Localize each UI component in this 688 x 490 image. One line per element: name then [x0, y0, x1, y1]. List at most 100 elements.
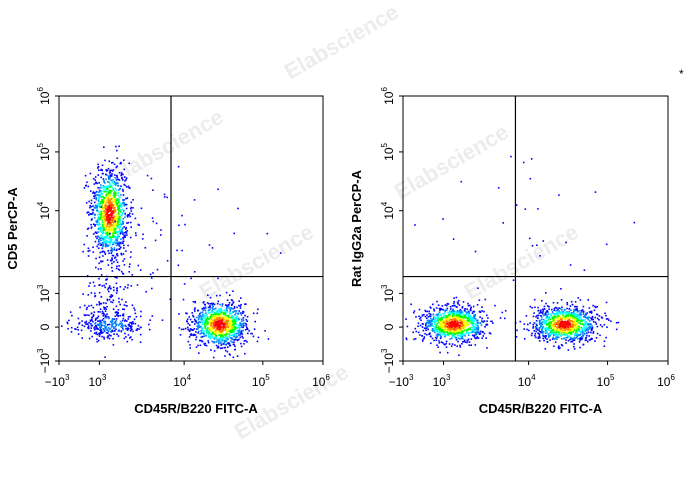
event-dot [607, 318, 609, 320]
event-dot [117, 219, 120, 221]
event-dot [227, 316, 230, 318]
event-dot [92, 177, 95, 180]
event-dot [504, 310, 507, 312]
event-dot [550, 323, 552, 326]
event-dot [548, 329, 551, 331]
event-dot [544, 322, 546, 325]
event-dot [197, 327, 199, 329]
event-dot [442, 326, 445, 328]
event-dot [97, 236, 100, 238]
event-dot [579, 338, 582, 340]
event-dot [565, 321, 567, 323]
event-dot [104, 206, 106, 208]
event-dot [98, 204, 101, 207]
event-dot [78, 322, 81, 324]
event-dot [222, 313, 225, 316]
event-dot [110, 169, 112, 172]
event-dot [105, 190, 107, 193]
event-dot [102, 317, 105, 320]
event-dot [125, 328, 127, 330]
event-dot [114, 240, 116, 243]
event-dot [218, 326, 221, 328]
event-dot [468, 312, 471, 314]
event-dot [439, 324, 441, 327]
event-dot [476, 319, 479, 322]
event-dot [576, 335, 579, 338]
event-dot [110, 301, 112, 303]
event-dot [92, 205, 94, 207]
event-dot [141, 238, 144, 240]
event-dot [88, 285, 90, 287]
event-dot [215, 338, 217, 340]
event-dot [231, 307, 233, 310]
event-dot [451, 314, 454, 317]
event-dot [201, 323, 204, 326]
x-tick-label-base: −10 [45, 375, 66, 389]
event-dot [109, 241, 111, 243]
event-dot [151, 315, 154, 317]
event-dot [566, 302, 568, 304]
event-dot [125, 226, 127, 229]
event-dot [458, 354, 460, 356]
event-dot [433, 329, 436, 332]
event-dot [471, 312, 474, 314]
event-dot [89, 319, 92, 322]
event-dot [217, 188, 219, 191]
event-dot [433, 310, 436, 312]
event-dot [105, 229, 107, 231]
event-dot [104, 208, 107, 210]
event-dot [95, 333, 98, 335]
event-dot [234, 322, 237, 325]
event-dot [220, 344, 223, 346]
y-tick-label: 104 [380, 201, 396, 219]
event-dot [129, 315, 131, 318]
event-dot [569, 330, 572, 332]
event-dot [220, 341, 222, 343]
event-dot [103, 199, 106, 202]
event-dot [227, 328, 230, 331]
event-dot [117, 198, 120, 200]
event-dot [405, 337, 408, 339]
event-dot [104, 314, 107, 317]
event-dot [549, 320, 552, 323]
event-dot [150, 177, 153, 180]
event-dot [582, 335, 584, 338]
event-dot [577, 328, 579, 330]
event-dot [437, 320, 439, 322]
event-dot [119, 209, 122, 211]
event-dot [468, 319, 471, 322]
event-dot [459, 311, 461, 314]
event-dot [433, 320, 436, 322]
event-dot [113, 227, 116, 230]
event-dot [94, 319, 97, 322]
event-dot [142, 233, 144, 236]
event-dot [113, 330, 116, 332]
event-dot [186, 326, 189, 329]
event-dot [112, 161, 114, 164]
event-dot [79, 306, 81, 309]
event-dot [487, 317, 489, 319]
event-dot [219, 322, 221, 325]
event-dot [107, 332, 109, 335]
event-dot [97, 166, 100, 168]
event-dot [120, 211, 123, 213]
event-dot [569, 331, 572, 334]
event-dot [101, 169, 104, 172]
event-dot [96, 333, 99, 336]
event-dot [477, 328, 480, 331]
event-dot [112, 231, 115, 233]
event-dot [208, 336, 211, 339]
event-dot [189, 344, 191, 346]
event-dot [239, 334, 241, 336]
event-dot [238, 331, 241, 334]
event-dot [237, 332, 239, 335]
event-dot [107, 316, 109, 319]
event-dot [450, 318, 453, 321]
event-dot [93, 328, 96, 331]
event-dot [110, 206, 113, 208]
event-dot [91, 319, 93, 321]
event-dot [214, 319, 216, 322]
event-dot [567, 321, 570, 323]
event-dot [119, 202, 122, 205]
event-dot [421, 340, 424, 342]
